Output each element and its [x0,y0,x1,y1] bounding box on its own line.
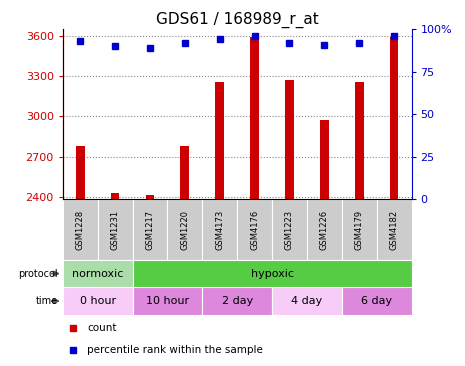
Bar [320,120,329,199]
Bar [250,37,259,199]
Bar [133,287,202,315]
Bar [377,199,412,260]
Bar [111,193,120,199]
Bar [63,199,98,260]
Bar [285,80,294,199]
Text: count: count [87,323,117,333]
Bar [167,199,202,260]
Text: GSM1217: GSM1217 [146,210,154,250]
Bar [63,287,133,315]
Bar [272,287,342,315]
Bar [272,199,307,260]
Text: 6 day: 6 day [361,296,392,306]
Bar [307,199,342,260]
Text: GSM4173: GSM4173 [215,210,224,250]
Bar [133,260,412,287]
Bar [146,195,154,199]
Text: GSM1220: GSM1220 [180,210,189,250]
Text: GSM4182: GSM4182 [390,210,399,250]
Bar [202,199,237,260]
Text: GSM4179: GSM4179 [355,210,364,250]
Text: protocol: protocol [19,269,58,279]
Text: 4 day: 4 day [291,296,323,306]
Text: GSM1228: GSM1228 [76,210,85,250]
Text: GSM1231: GSM1231 [111,210,120,250]
Text: normoxic: normoxic [72,269,123,279]
Bar [355,82,364,199]
Text: 0 hour: 0 hour [80,296,116,306]
Bar [133,199,167,260]
Bar [215,82,224,199]
Title: GDS61 / 168989_r_at: GDS61 / 168989_r_at [156,12,319,28]
Bar [63,260,133,287]
Text: hypoxic: hypoxic [251,269,293,279]
Text: percentile rank within the sample: percentile rank within the sample [87,346,263,355]
Bar [180,146,189,199]
Bar [342,287,412,315]
Text: time: time [36,296,58,306]
Bar [76,146,85,199]
Text: GSM1223: GSM1223 [285,210,294,250]
Bar [342,199,377,260]
Text: GSM4176: GSM4176 [250,210,259,250]
Text: GSM1226: GSM1226 [320,210,329,250]
Bar [98,199,133,260]
Text: 10 hour: 10 hour [146,296,189,306]
Bar [202,287,272,315]
Text: 2 day: 2 day [221,296,253,306]
Bar [237,199,272,260]
Bar [390,37,399,199]
